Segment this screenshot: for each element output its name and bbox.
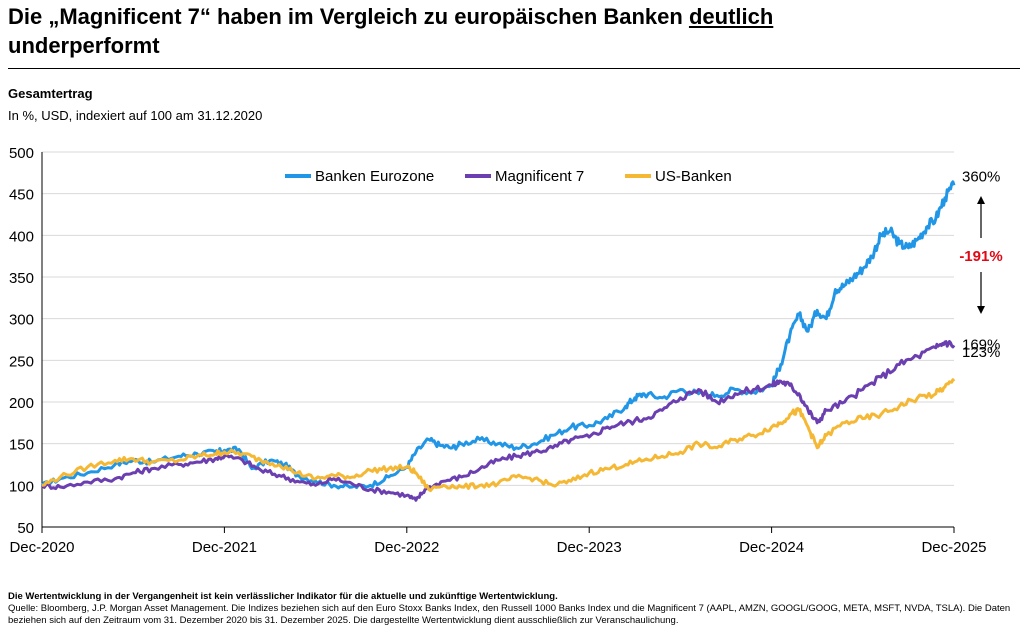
y-tick-label: 350: [9, 270, 34, 287]
title-divider: [8, 68, 1020, 69]
footer-disclaimer: Die Wertentwicklung in der Vergangenheit…: [8, 591, 558, 602]
x-tick-label: Dec-2023: [557, 539, 622, 556]
x-tick-label: Dec-2024: [739, 539, 804, 556]
y-tick-label: 50: [17, 520, 34, 537]
difference-annotation: -191%: [959, 248, 1002, 265]
x-tick-label: Dec-2021: [192, 539, 257, 556]
y-tick-label: 400: [9, 228, 34, 245]
x-tick-label: Dec-2022: [374, 539, 439, 556]
y-tick-label: 250: [9, 353, 34, 370]
chart-subtitle: Gesamtertrag: [8, 86, 93, 101]
x-tick-label: Dec-2020: [9, 539, 74, 556]
chart-title: Die „Magnificent 7“ haben im Vergleich z…: [8, 2, 1018, 60]
arrow-up-head: [977, 196, 985, 204]
series-line-magnificent-7: [40, 340, 956, 502]
legend-label: Magnificent 7: [495, 168, 584, 185]
y-tick-label: 500: [9, 145, 34, 162]
y-tick-label: 150: [9, 437, 34, 454]
title-part2: underperformt: [8, 33, 160, 58]
chart-units: In %, USD, indexiert auf 100 am 31.12.20…: [8, 108, 263, 123]
arrow-down-head: [977, 306, 985, 314]
end-label: 360%: [962, 168, 1000, 185]
y-tick-label: 300: [9, 312, 34, 329]
end-label: 169%: [962, 336, 1000, 353]
y-tick-label: 100: [9, 478, 34, 495]
title-part1: Die „Magnificent 7“ haben im Vergleich z…: [8, 4, 689, 29]
y-tick-label: 200: [9, 395, 34, 412]
series-line-banken-eurozone: [40, 180, 956, 490]
footer-source: Quelle: Bloomberg, J.P. Morgan Asset Man…: [8, 603, 1011, 626]
legend-label: Banken Eurozone: [315, 168, 434, 185]
end-label: 123%: [962, 344, 1000, 361]
legend-label: US-Banken: [655, 168, 732, 185]
y-tick-label: 450: [9, 187, 34, 204]
series-line-us-banken: [41, 378, 956, 493]
title-underlined: deutlich: [688, 4, 774, 29]
line-chart: 50 100 150 200 250 300 350 400 450 500 Dec-2020 Dec…: [9, 145, 1003, 556]
x-tick-label: Dec-2025: [921, 539, 986, 556]
